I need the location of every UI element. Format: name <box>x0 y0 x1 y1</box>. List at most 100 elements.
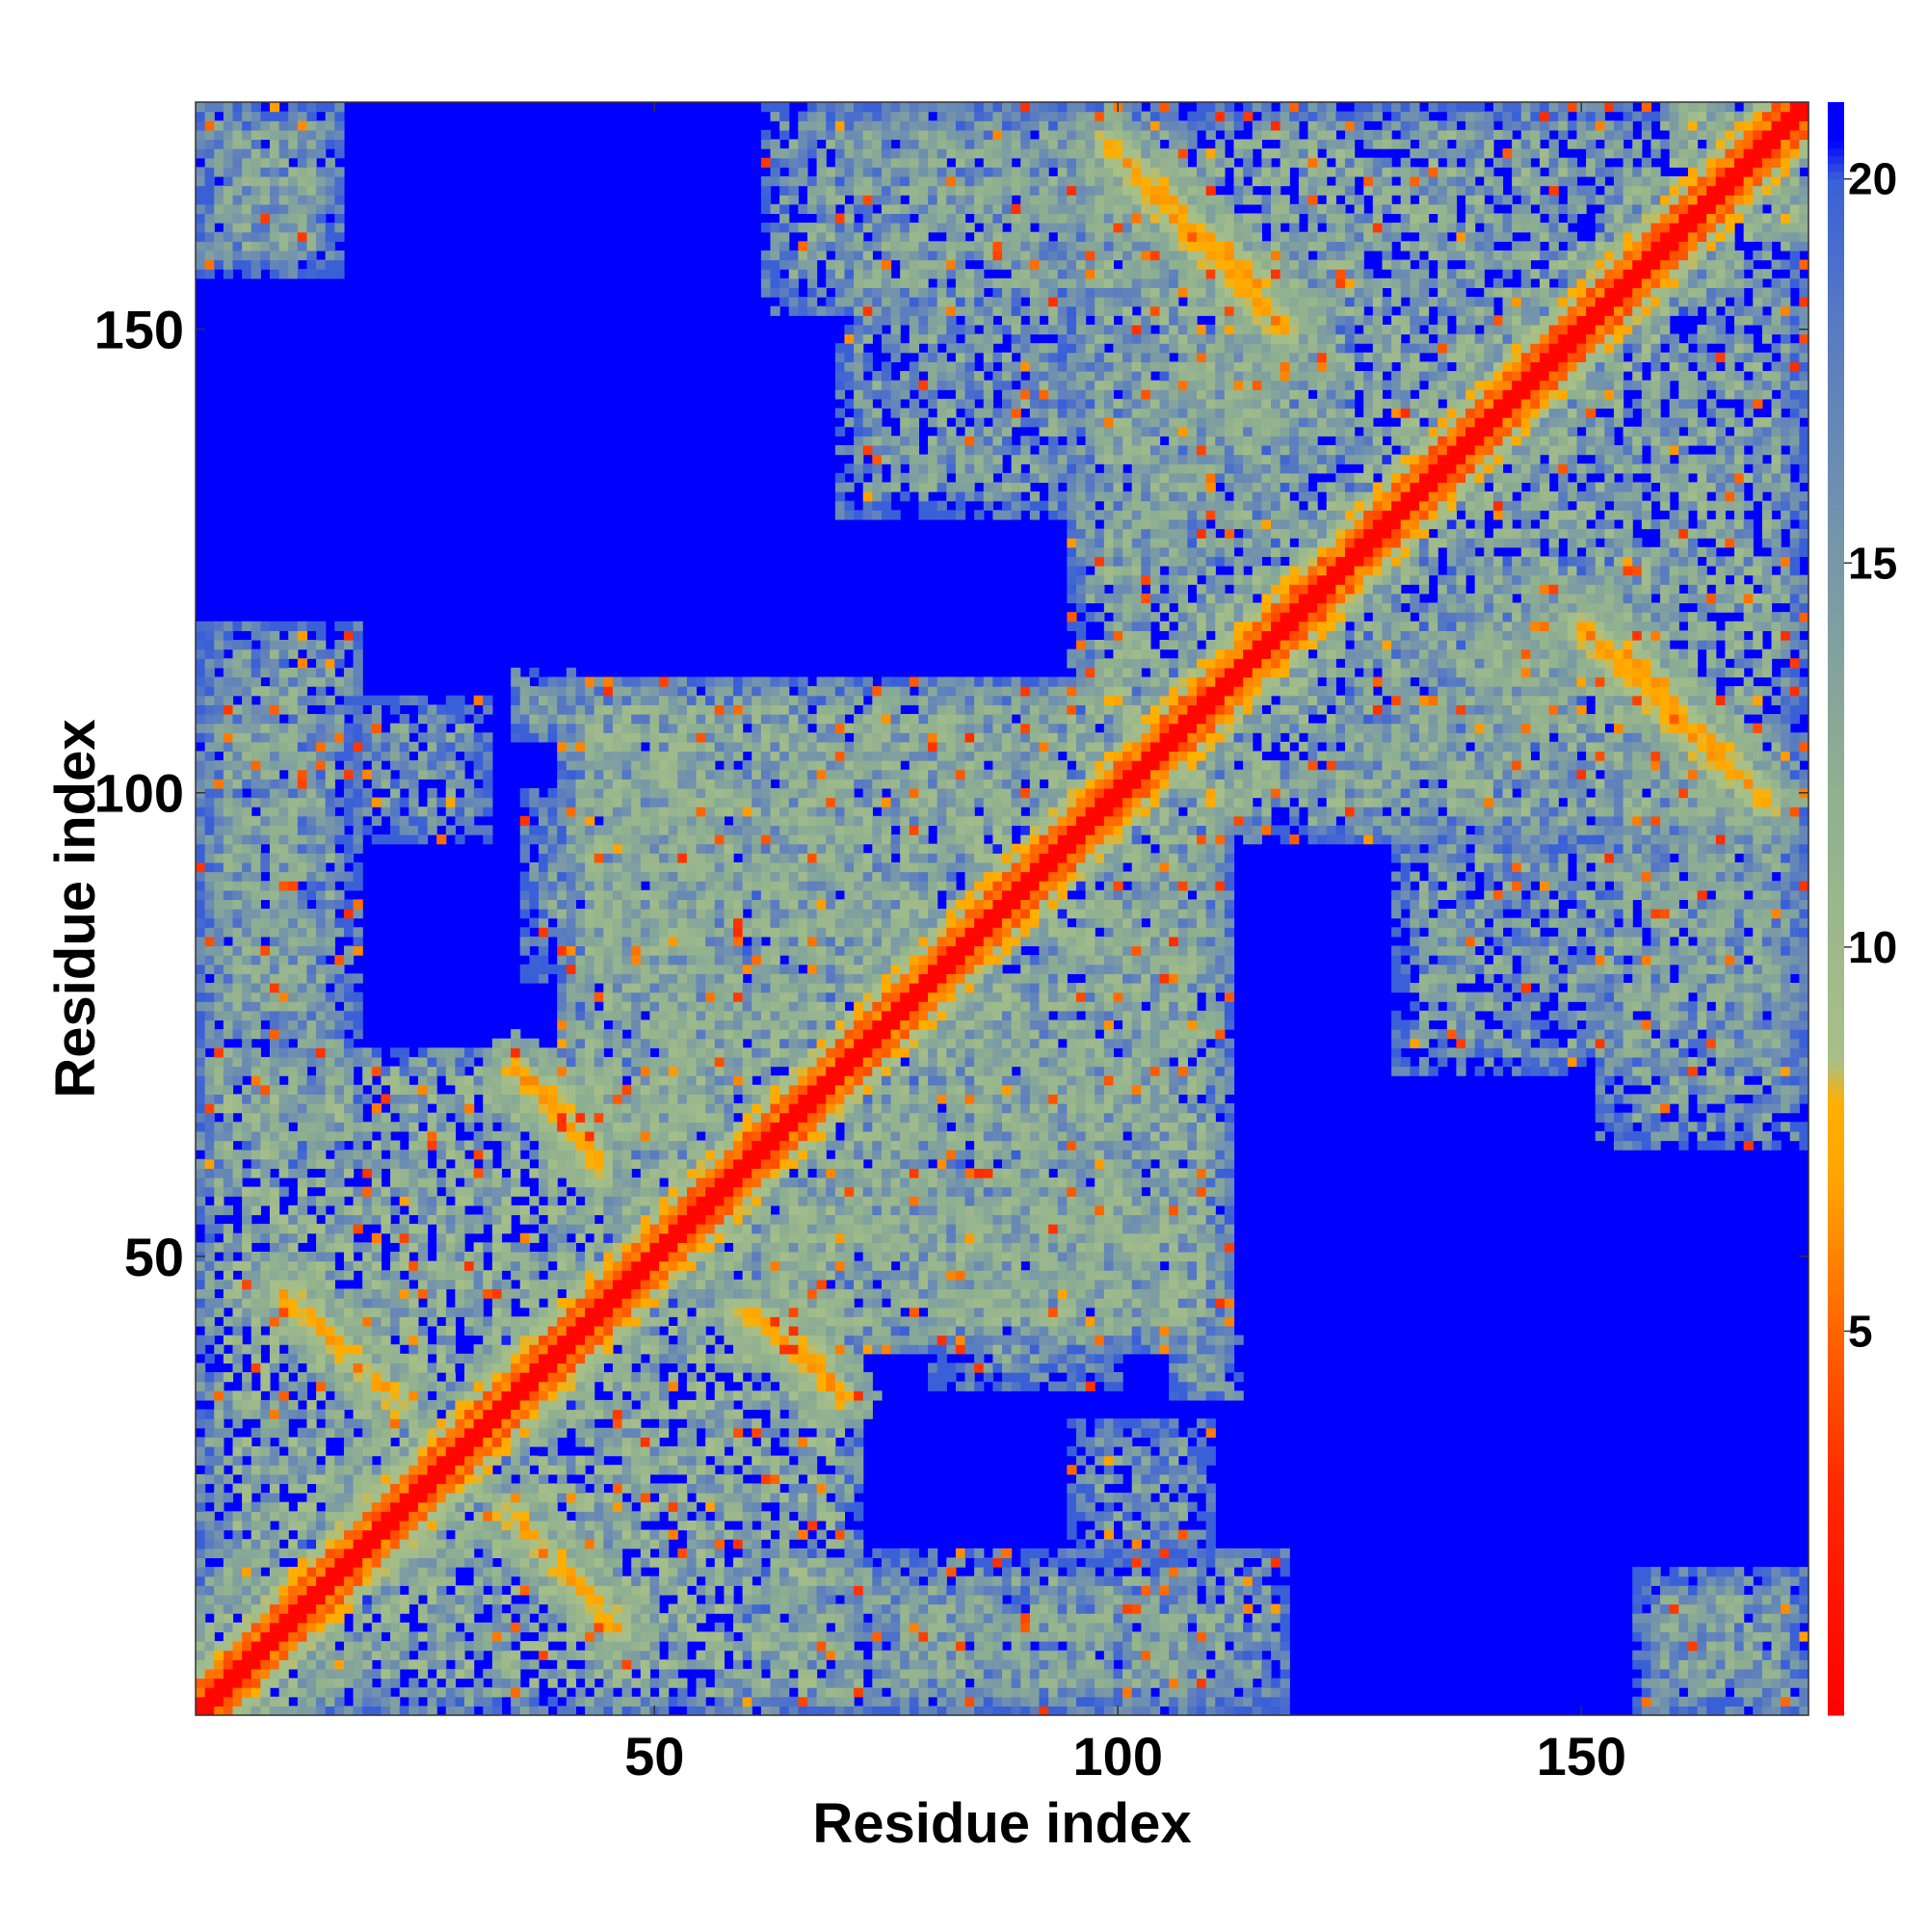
heatmap-cell <box>214 1641 224 1652</box>
heatmap-cell <box>538 1158 549 1169</box>
heatmap-cell <box>242 1409 252 1419</box>
heatmap-cell <box>343 1204 355 1216</box>
heatmap-cell <box>297 1056 308 1068</box>
heatmap-cell <box>196 148 206 159</box>
heatmap-cell <box>511 713 521 725</box>
heatmap-cell <box>297 1446 308 1457</box>
heatmap-cell <box>334 797 345 807</box>
heatmap-cell <box>223 723 234 733</box>
heatmap-cell <box>427 1047 437 1058</box>
heatmap-cell <box>325 1196 335 1206</box>
heatmap-cell <box>575 1056 586 1068</box>
heatmap-cell <box>260 1511 271 1522</box>
heatmap-cell <box>566 843 577 854</box>
heatmap-cell <box>547 1168 558 1178</box>
heatmap-cell <box>196 1186 206 1197</box>
heatmap-cell <box>427 1631 437 1642</box>
heatmap-cell <box>436 1363 447 1373</box>
heatmap-cell <box>325 1232 335 1243</box>
heatmap-cell <box>621 1204 632 1216</box>
heatmap-cell <box>640 936 651 947</box>
heatmap-cell <box>297 1150 308 1160</box>
heatmap-cell <box>575 1122 586 1132</box>
heatmap-cell <box>260 834 271 845</box>
heatmap-cell <box>232 964 243 974</box>
heatmap-cell <box>649 686 660 697</box>
heatmap-cell <box>464 1251 475 1262</box>
heatmap-cell <box>538 1529 549 1540</box>
heatmap-cell <box>214 1344 224 1355</box>
heatmap-cell <box>612 927 623 938</box>
heatmap-cell <box>260 964 271 974</box>
heatmap-cell <box>621 1224 632 1234</box>
heatmap-cell <box>325 203 335 215</box>
heatmap-cell <box>557 1335 568 1345</box>
heatmap-cell <box>566 973 577 984</box>
heatmap-cell <box>306 992 317 1002</box>
heatmap-cell <box>603 1567 614 1577</box>
heatmap-cell <box>575 769 586 780</box>
heatmap-cell <box>612 1353 623 1364</box>
heatmap-cell <box>649 853 660 863</box>
heatmap-cell <box>223 1622 234 1633</box>
heatmap-cell <box>278 1668 289 1680</box>
heatmap-cell <box>381 1363 391 1373</box>
heatmap-cell <box>594 1501 604 1512</box>
heatmap-cell <box>399 1186 409 1197</box>
heatmap-cell <box>316 1427 327 1438</box>
heatmap-cell <box>511 1567 521 1577</box>
heatmap-cell <box>251 129 261 141</box>
heatmap-cell <box>297 250 308 261</box>
heatmap-cell <box>232 825 243 835</box>
heatmap-cell <box>390 1140 401 1151</box>
heatmap-cell <box>353 1029 363 1040</box>
heatmap-cell <box>501 1668 512 1680</box>
heatmap-cell <box>288 1483 299 1494</box>
heatmap-cell <box>269 203 280 215</box>
heatmap-cell <box>566 1279 577 1290</box>
heatmap-cell <box>649 1557 660 1568</box>
heatmap-cell <box>223 686 234 697</box>
heatmap-cell <box>306 1112 317 1123</box>
heatmap-cell <box>223 1539 234 1549</box>
heatmap-cell <box>631 1446 642 1457</box>
heatmap-cell <box>371 1270 383 1281</box>
heatmap-cell <box>343 1706 355 1716</box>
heatmap-cell <box>585 917 595 928</box>
heatmap-cell <box>455 1094 465 1104</box>
heatmap-cell <box>649 1363 660 1373</box>
heatmap-cell <box>483 1501 493 1512</box>
heatmap-cell <box>547 1150 558 1160</box>
heatmap-cell <box>547 1501 558 1512</box>
heatmap-cell <box>594 1335 604 1345</box>
heatmap-cell <box>640 1029 651 1040</box>
heatmap-cell <box>621 1260 632 1271</box>
heatmap-cell <box>381 1668 391 1680</box>
heatmap-cell <box>196 1038 206 1048</box>
heatmap-cell <box>306 1084 317 1096</box>
heatmap-cell <box>381 1567 391 1577</box>
heatmap-cell <box>269 1186 280 1197</box>
heatmap-cell <box>631 1158 642 1169</box>
heatmap-cell <box>585 1520 595 1531</box>
heatmap-cell <box>529 1706 540 1716</box>
heatmap-cell <box>297 1178 308 1188</box>
heatmap-cell <box>242 1594 252 1605</box>
heatmap-cell <box>204 1539 215 1549</box>
heatmap-cell <box>343 1251 355 1262</box>
heatmap-cell <box>427 825 437 835</box>
heatmap-cell <box>519 1335 530 1345</box>
heatmap-cell <box>511 1084 521 1096</box>
heatmap-cell <box>297 1010 308 1021</box>
heatmap-cell <box>612 1650 623 1660</box>
heatmap-cell <box>473 1084 484 1096</box>
heatmap-cell <box>640 1529 651 1540</box>
heatmap-cell <box>196 129 206 141</box>
heatmap-cell <box>297 1122 308 1132</box>
heatmap-cell <box>362 1251 373 1262</box>
heatmap-cell <box>557 861 568 873</box>
heatmap-cell <box>557 871 568 882</box>
heatmap-cell <box>381 751 391 761</box>
heatmap-cell <box>483 1270 493 1281</box>
heatmap-cell <box>343 1585 355 1596</box>
